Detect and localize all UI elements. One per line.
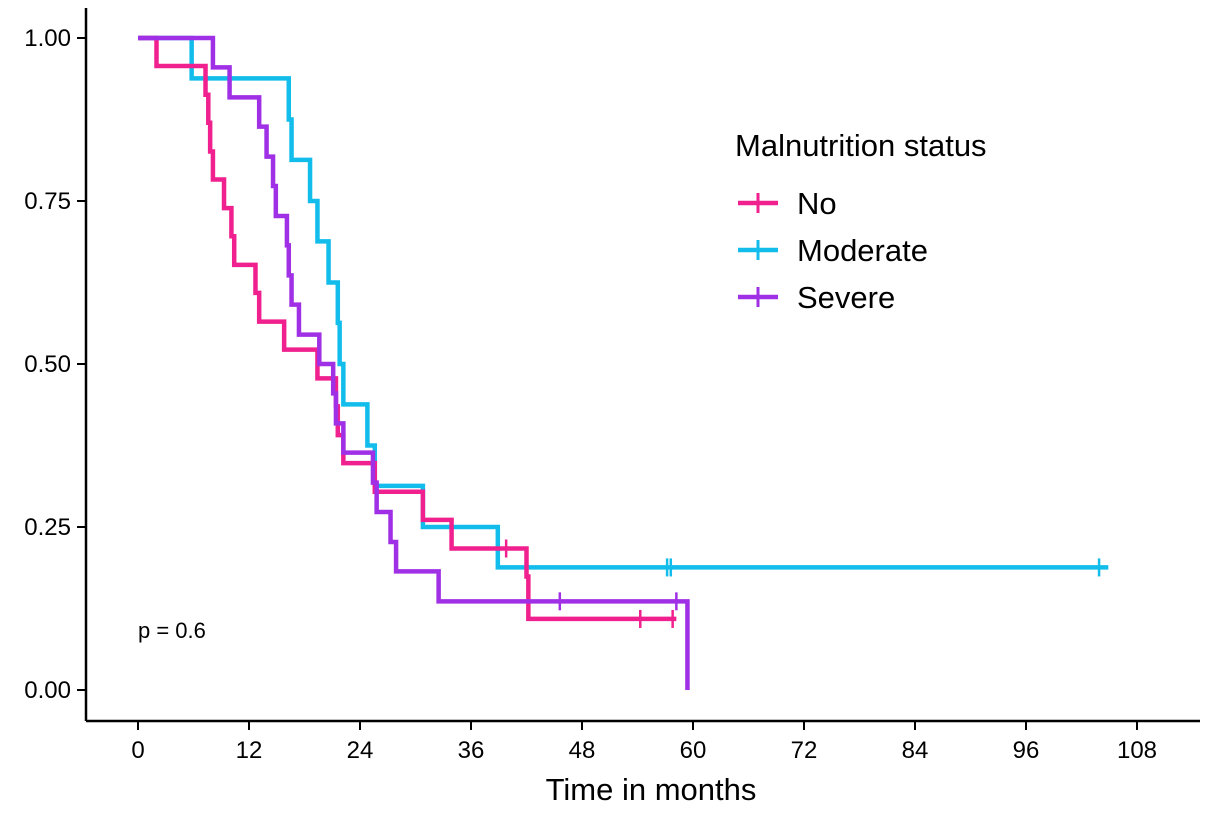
km-curve-no xyxy=(138,35,677,622)
x-axis-label: Time in months xyxy=(546,772,757,807)
legend-label: Moderate xyxy=(797,233,928,268)
x-tick-label: 48 xyxy=(569,737,596,764)
series-layer xyxy=(138,35,1109,690)
axes xyxy=(84,8,1200,723)
censor-layer xyxy=(504,539,1101,628)
y-tick-label: 0.50 xyxy=(24,351,71,378)
km-curve-moderate xyxy=(138,35,1109,570)
x-tick-label: 108 xyxy=(1117,737,1157,764)
y-tick-label: 0.00 xyxy=(24,677,71,704)
x-tick-label: 24 xyxy=(347,737,374,764)
x-tick-label: 96 xyxy=(1013,737,1040,764)
legend-label: Severe xyxy=(797,280,895,315)
legend-label: No xyxy=(797,186,837,221)
y-tick-label: 0.25 xyxy=(24,514,71,541)
y-tick-label: 0.75 xyxy=(24,188,71,215)
x-tick-label: 60 xyxy=(680,737,707,764)
x-tick-label: 36 xyxy=(458,737,485,764)
x-tick-label: 84 xyxy=(902,737,929,764)
legend-items: No Moderate Severe xyxy=(738,186,928,315)
x-tick-label: 0 xyxy=(131,737,144,764)
legend: Malnutrition status No Moderate Severe xyxy=(735,128,987,315)
p-value-annotation: p = 0.6 xyxy=(138,618,206,643)
tick-layer: 0 12 24 36 48 60 72 84 96 108 0.00 0.25 0.50 0.75 1.00 xyxy=(24,25,1157,764)
x-tick-label: 72 xyxy=(791,737,818,764)
y-tick-label: 1.00 xyxy=(24,25,71,52)
legend-title: Malnutrition status xyxy=(735,128,987,163)
km-curve-severe xyxy=(138,35,690,690)
x-tick-label: 12 xyxy=(236,737,263,764)
